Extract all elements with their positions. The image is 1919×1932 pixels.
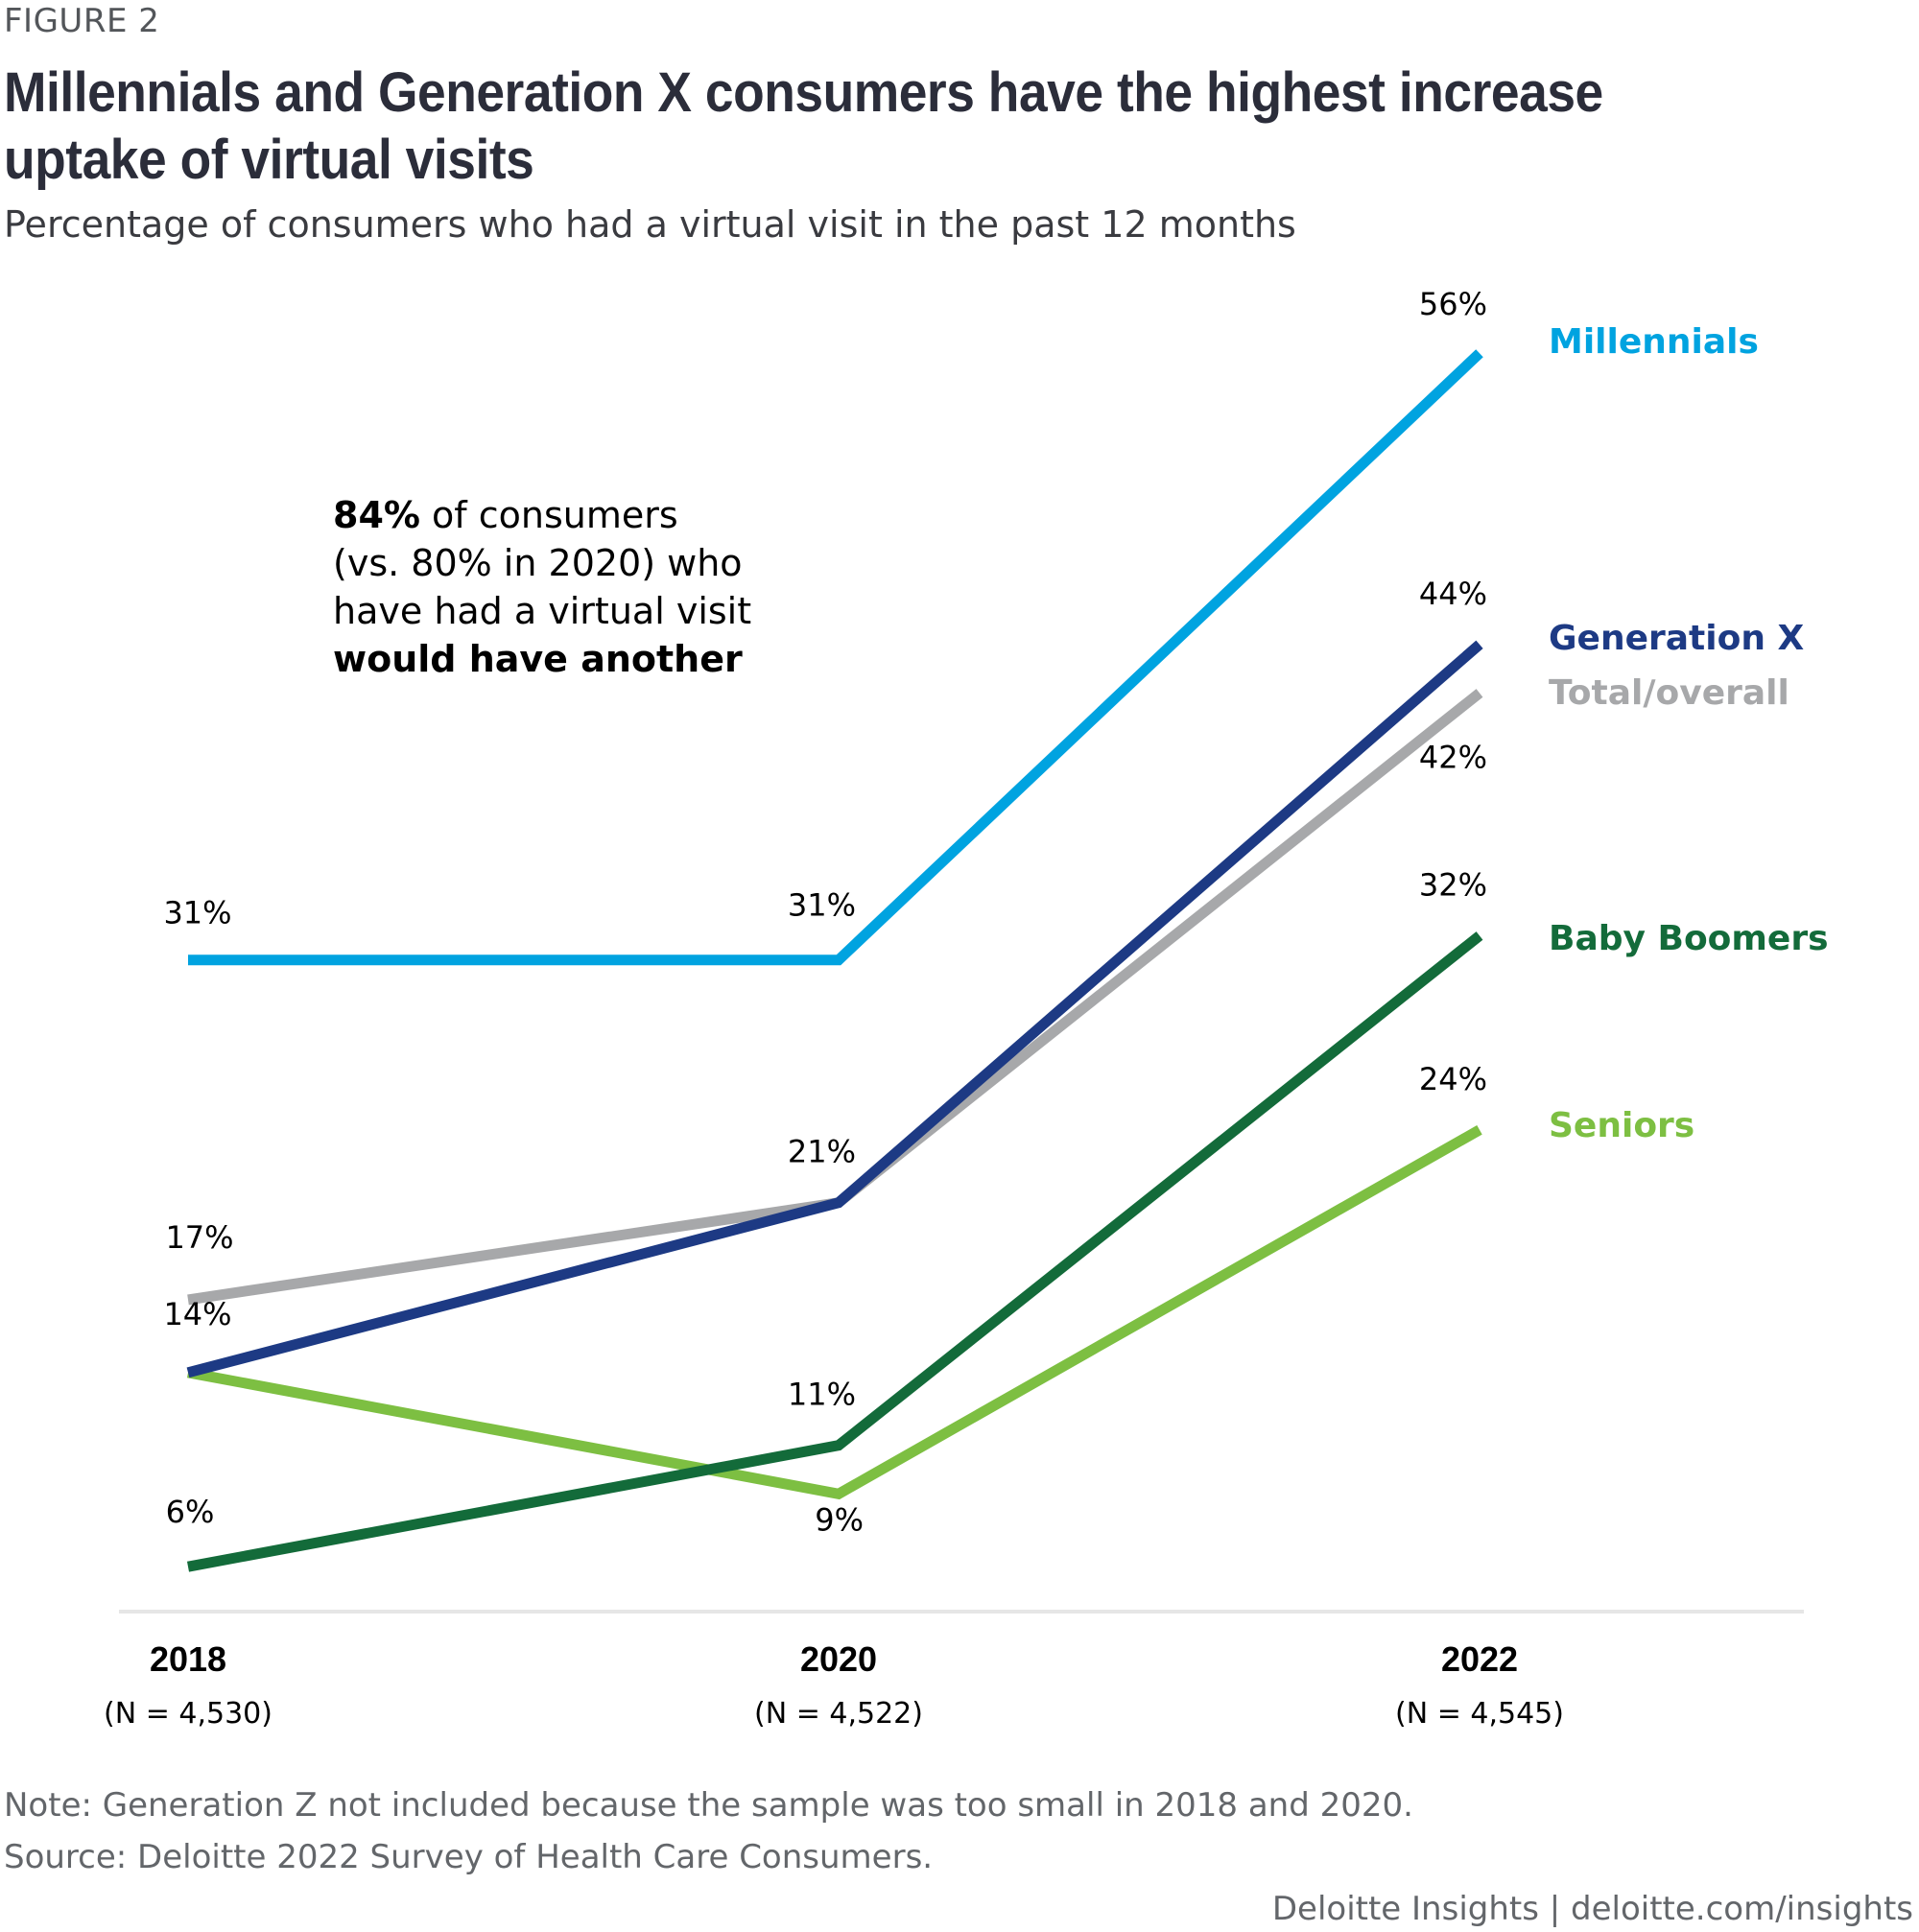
callout-annotation: 84% of consumers (vs. 80% in 2020) who h…	[333, 491, 751, 683]
data-label-baby-boomers-2022: 32%	[1419, 866, 1487, 903]
data-label-millennials-2020: 31%	[788, 887, 856, 924]
x-sample-size-2022: (N = 4,545)	[1395, 1697, 1564, 1731]
data-label-seniors-2022: 24%	[1419, 1061, 1487, 1097]
data-labels-layer: 31% 31% 56% 14% 21% 44% 17% 42% 6% 11% 32% 9% 24%	[163, 286, 1487, 1538]
series-line-millennials	[188, 349, 1483, 966]
data-label-generation-x-2022: 44%	[1419, 576, 1487, 612]
series-line-seniors	[186, 1125, 1482, 1500]
legend-label-seniors: Seniors	[1549, 1106, 1694, 1145]
x-tick-label-2018: 2018	[150, 1639, 226, 1679]
callout-line-2: (vs. 80% in 2020) who	[333, 542, 743, 584]
source-note: Source: Deloitte 2022 Survey of Health C…	[4, 1838, 934, 1876]
legend-layer: Millennials Generation X Total/overall Baby…	[1549, 322, 1829, 1145]
credit-line: Deloitte Insights | deloitte.com/insight…	[1271, 1890, 1913, 1928]
x-axis-labels: 2018 (N = 4,530) 2020 (N = 4,522) 2022 (N = 4…	[104, 1639, 1564, 1731]
x-sample-size-2018: (N = 4,530)	[104, 1697, 272, 1731]
series-line-generation-x	[186, 640, 1483, 1378]
callout-line-3: have had a virtual visit	[333, 590, 752, 632]
callout-line-1: 84% of consumers	[333, 491, 751, 539]
callout-line-1-rest: of consumers	[419, 494, 678, 536]
chart-title: Millennials and Generation X consumers h…	[4, 61, 1603, 191]
legend-label-baby-boomers: Baby Boomers	[1549, 919, 1829, 958]
callout-bold-lead: 84%	[333, 494, 420, 536]
legend-label-millennials: Millennials	[1549, 322, 1759, 362]
x-tick-label-2022: 2022	[1441, 1639, 1518, 1679]
chart-subtitle: Percentage of consumers who had a virtua…	[4, 203, 1296, 246]
series-layer	[186, 349, 1483, 1572]
x-tick-label-2020: 2020	[800, 1639, 877, 1679]
data-label-generation-x-2020: 21%	[788, 1134, 856, 1170]
legend-label-total-overall: Total/overall	[1549, 673, 1789, 713]
figure-label: FIGURE 2	[4, 2, 160, 40]
footnote: Note: Generation Z not included because …	[4, 1786, 1413, 1825]
data-label-generation-x-2018: 14%	[163, 1296, 231, 1332]
x-sample-size-2020: (N = 4,522)	[754, 1697, 923, 1731]
callout-bold-tail: would have another	[333, 638, 743, 680]
series-line-baby-boomers	[186, 931, 1483, 1572]
data-label-total-overall-2018: 17%	[165, 1219, 233, 1256]
data-label-millennials-2022: 56%	[1419, 286, 1487, 322]
data-label-seniors-2020: 9%	[815, 1501, 864, 1538]
data-label-baby-boomers-2018: 6%	[166, 1494, 215, 1530]
data-label-total-overall-2022: 42%	[1419, 739, 1487, 775]
data-label-millennials-2018: 31%	[163, 895, 231, 931]
callout-line-4: would have another	[333, 635, 751, 683]
data-label-baby-boomers-2020: 11%	[788, 1377, 856, 1413]
legend-label-generation-x: Generation X	[1549, 619, 1805, 658]
